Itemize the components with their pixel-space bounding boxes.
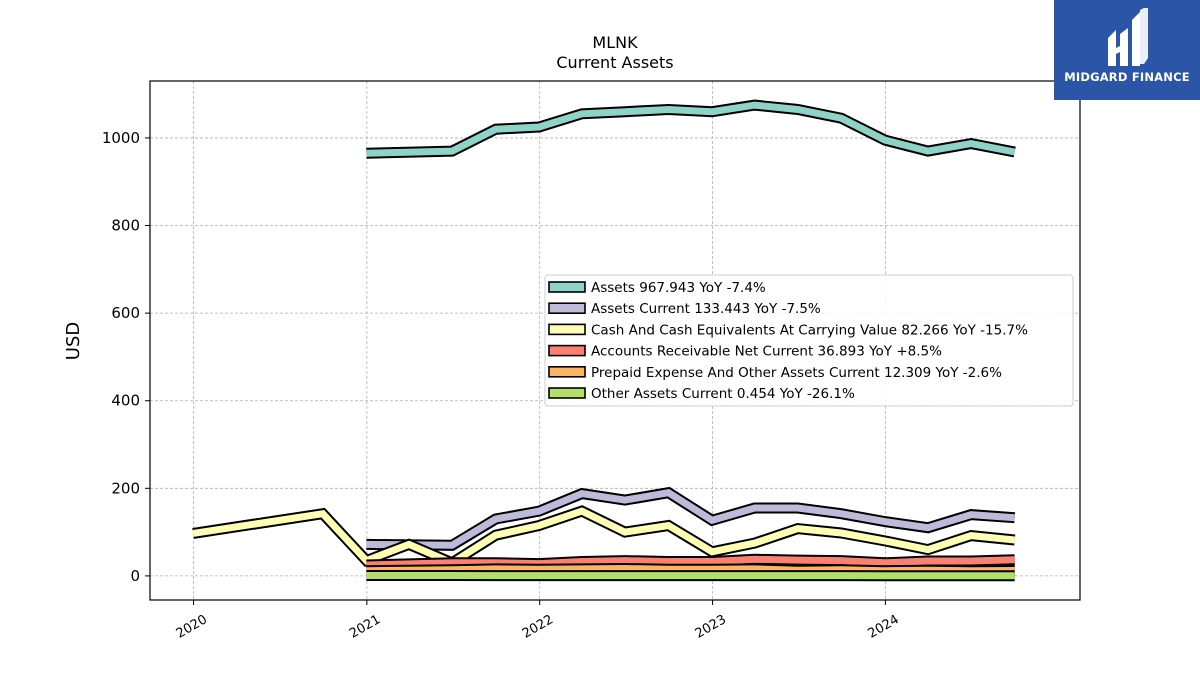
legend-swatch [548, 323, 586, 336]
legend: Assets 967.943 YoY -7.4% Assets Current 1… [544, 274, 1074, 407]
legend-label: Other Assets Current 0.454 YoY -26.1% [591, 386, 855, 402]
x-tick-label: 2022 [520, 612, 556, 642]
y-tick-label: 600 [111, 304, 140, 322]
x-tick-label: 2021 [347, 612, 383, 642]
legend-label: Accounts Receivable Net Current 36.893 Y… [591, 344, 942, 360]
chart-title: MLNK [592, 33, 638, 52]
legend-label: Prepaid Expense And Other Assets Current… [591, 365, 1002, 381]
legend-label: Cash And Cash Equivalents At Carrying Va… [591, 322, 1028, 338]
y-tick-label: 200 [111, 479, 140, 497]
series-line [366, 101, 1016, 157]
series-line [366, 555, 1015, 569]
y-tick-label: 0 [130, 567, 140, 585]
y-tick-label: 800 [111, 217, 140, 235]
logo-name: MIDGARD FINANCE [1064, 70, 1190, 84]
grid [150, 81, 1080, 600]
series-line [192, 507, 1016, 567]
legend-label: Assets Current 133.443 YoY -7.5% [591, 301, 821, 317]
legend-swatch [548, 387, 586, 399]
legend-swatch [548, 281, 586, 293]
series-line [366, 489, 1015, 549]
legend-swatch [548, 344, 586, 357]
series-layer [192, 99, 1016, 582]
x-tick-label: 2020 [174, 612, 210, 642]
logo-mark-icon [1108, 8, 1148, 66]
y-tick-label: 1000 [102, 129, 140, 147]
legend-swatch [548, 365, 586, 378]
brand-logo: MIDGARD FINANCE [1054, 0, 1200, 100]
chart-subtitle: Current Assets [556, 53, 673, 72]
plot-frame [149, 80, 1081, 601]
y-tick-label: 400 [111, 392, 140, 410]
x-tick-label: 2023 [693, 612, 729, 642]
legend-label: Assets 967.943 YoY -7.4% [591, 280, 766, 296]
legend-swatch [548, 302, 586, 315]
legend-box [544, 274, 1074, 407]
x-tick-label: 2024 [866, 612, 902, 642]
y-axis-label: USD [63, 322, 84, 360]
